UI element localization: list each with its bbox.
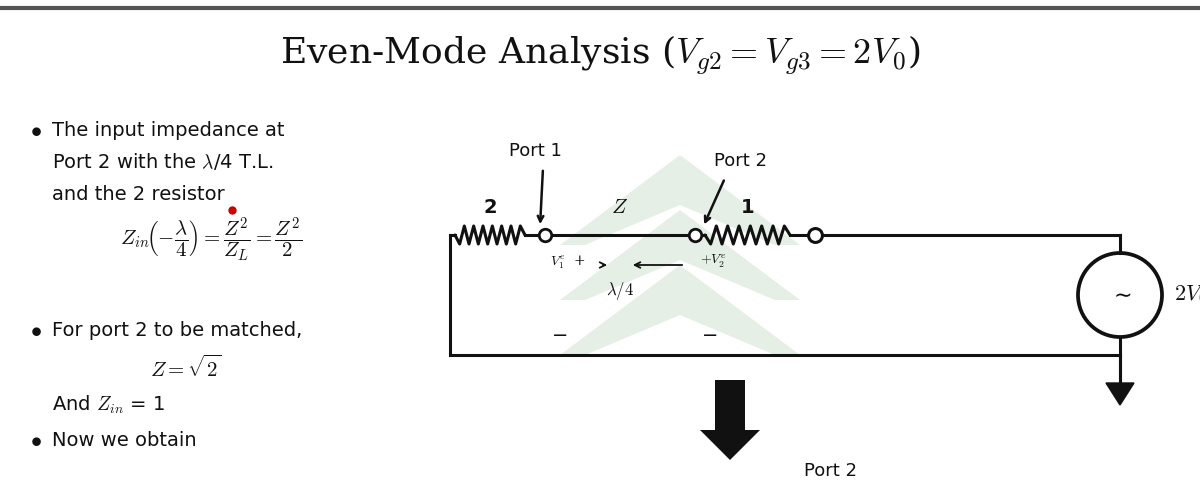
Text: $Z_{in}\!\left(-\dfrac{\lambda}{4}\right) = \dfrac{Z^2}{Z_L} = \dfrac{Z^2}{2}$: $Z_{in}\!\left(-\dfrac{\lambda}{4}\right… [120, 216, 302, 264]
Text: $2V_0$: $2V_0$ [1174, 284, 1200, 306]
Text: and the 2 resistor: and the 2 resistor [52, 185, 224, 203]
Text: $\lambda/4$: $\lambda/4$ [606, 280, 634, 302]
Text: $V_1^e$  +: $V_1^e$ + [550, 253, 586, 271]
Text: $Z$: $Z$ [612, 198, 629, 217]
Text: And $Z_{in}$ = 1: And $Z_{in}$ = 1 [52, 394, 164, 416]
Text: Port 2: Port 2 [804, 462, 857, 480]
Text: For port 2 to be matched,: For port 2 to be matched, [52, 321, 302, 339]
Polygon shape [560, 265, 800, 355]
Text: 1: 1 [740, 198, 755, 217]
Polygon shape [715, 380, 745, 430]
Text: Port 2: Port 2 [714, 152, 767, 170]
Text: $\bullet$: $\bullet$ [30, 119, 42, 141]
Text: Even-Mode Analysis ($V_{g2} = V_{g3} = 2V_0$): Even-Mode Analysis ($V_{g2} = V_{g3} = 2… [280, 33, 920, 77]
Polygon shape [1106, 383, 1134, 405]
Text: $\bullet$: $\bullet$ [30, 319, 42, 341]
Text: Port 2 with the $\lambda$/4 T.L.: Port 2 with the $\lambda$/4 T.L. [52, 152, 274, 172]
Polygon shape [560, 210, 800, 300]
Text: $\sim$: $\sim$ [1109, 285, 1132, 305]
Text: $+V_2^e$: $+V_2^e$ [700, 253, 726, 270]
Text: $\bullet$: $\bullet$ [30, 429, 42, 451]
Text: Now we obtain: Now we obtain [52, 431, 197, 449]
Polygon shape [700, 430, 760, 460]
Text: $Z = \sqrt{2}$: $Z = \sqrt{2}$ [150, 355, 221, 381]
Text: The input impedance at: The input impedance at [52, 120, 284, 139]
Text: −: − [552, 326, 568, 345]
Text: 2: 2 [484, 198, 497, 217]
Polygon shape [560, 155, 800, 245]
Text: −: − [702, 326, 718, 345]
Text: Port 1: Port 1 [509, 142, 562, 160]
